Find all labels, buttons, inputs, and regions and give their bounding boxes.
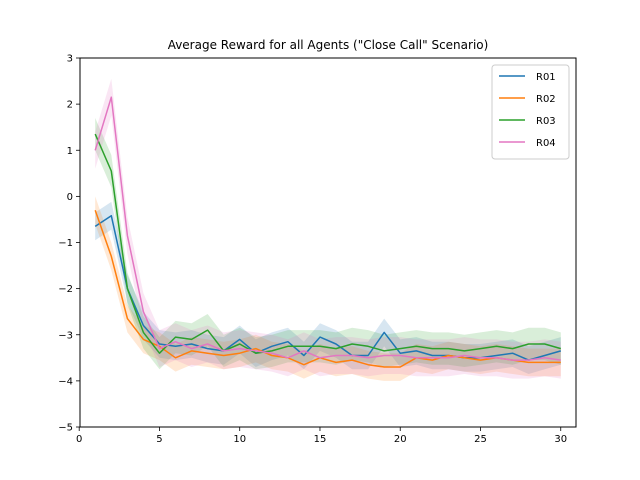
x-tick-label: 5 xyxy=(156,434,162,445)
legend-box xyxy=(491,64,570,160)
y-tick-label: −4 xyxy=(58,376,73,387)
y-tick-label: 1 xyxy=(67,146,73,157)
x-tick-label: 15 xyxy=(314,434,327,445)
y-tick-label: −5 xyxy=(58,423,73,434)
y-tick-label: 2 xyxy=(67,100,73,111)
legend-label-r01: R01 xyxy=(536,72,556,83)
legend-label-r04: R04 xyxy=(536,138,556,149)
chart-title: Average Reward for all Agents ("Close Ca… xyxy=(168,38,489,52)
y-tick-label: 3 xyxy=(67,54,73,65)
band-r03 xyxy=(95,118,561,370)
y-tick-label: −2 xyxy=(58,284,73,295)
confidence-bands xyxy=(95,78,561,381)
y-axis: −5 −4 −3 −2 −1 0 1 2 3 xyxy=(58,54,80,434)
x-tick-label: 25 xyxy=(474,434,487,445)
band-r01 xyxy=(95,201,561,374)
y-tick-label: 0 xyxy=(67,192,73,203)
x-tick-label: 20 xyxy=(394,434,407,445)
legend-label-r03: R03 xyxy=(536,116,556,127)
legend: R01 R02 R03 R04 xyxy=(491,64,570,160)
y-tick-label: −3 xyxy=(58,330,73,341)
x-tick-label: 30 xyxy=(554,434,567,445)
series-line-r02 xyxy=(94,209,561,368)
y-tick-label: −1 xyxy=(58,238,73,249)
legend-label-r02: R02 xyxy=(536,94,556,105)
series-line-r04 xyxy=(94,96,561,361)
series-line-r03 xyxy=(94,133,562,354)
x-tick-label: 10 xyxy=(233,434,246,445)
band-r02 xyxy=(95,196,561,381)
x-tick-label: 0 xyxy=(76,434,82,445)
x-axis: 0 5 10 15 20 25 30 xyxy=(76,427,567,445)
series-lines xyxy=(94,96,562,368)
